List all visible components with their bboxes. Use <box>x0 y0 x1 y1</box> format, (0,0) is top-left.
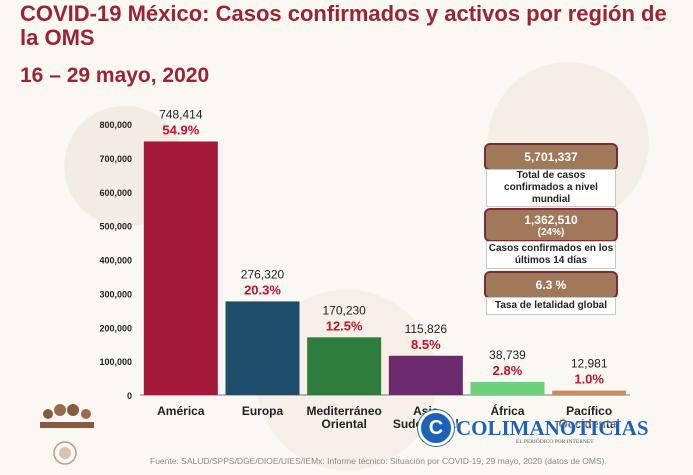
x-category-label: Mediterráneo <box>306 404 381 418</box>
watermark-name: COLIMANOTICIAS <box>456 415 649 440</box>
bar <box>552 390 627 395</box>
bar-value-label: 115,826 <box>405 322 448 336</box>
bar-percent-label: 12.5% <box>326 318 363 333</box>
eagle-seal-icon <box>53 441 77 465</box>
lethality-value: 6.3 % <box>535 278 567 292</box>
bar-value-label: 170,230 <box>322 303 366 317</box>
bar-percent-label: 20.3% <box>244 282 281 297</box>
recent-cases-label: Casos confirmados en los últimos 14 días <box>486 241 616 269</box>
government-logo-icon <box>40 404 94 428</box>
x-category-label: América <box>157 404 205 418</box>
total-cases-value: 5,701,337 <box>524 150 578 164</box>
bar <box>470 381 545 395</box>
recent-cases-box: 1,362,510 (24%) <box>484 208 618 242</box>
page-title: COVID-19 México: Casos confirmados y act… <box>20 1 667 50</box>
watermark: C COLIMANOTICIAS <box>418 410 649 446</box>
bar <box>307 337 382 395</box>
bar <box>225 301 300 395</box>
y-tick-label: 400,000 <box>99 256 132 266</box>
recent-cases-value: 1,362,510 <box>524 212 578 227</box>
x-category-label: Pacífico <box>566 404 612 418</box>
lethality-box: 6.3 % <box>484 271 618 299</box>
bar <box>388 355 463 395</box>
recent-cases-percent: (24%) <box>537 226 565 238</box>
watermark-tagline: EL PERIÓDICO POR INTERNET <box>516 439 594 445</box>
y-tick-label: 100,000 <box>99 357 132 367</box>
y-tick-label: 600,000 <box>99 188 132 198</box>
date-range: 16 – 29 mayo, 2020 <box>20 64 210 87</box>
bar-value-label: 276,320 <box>241 267 285 281</box>
bar-percent-label: 2.8% <box>493 363 523 378</box>
x-category-label: Europa <box>242 404 284 418</box>
total-cases-label: Total de casos confirmados a nivel mundi… <box>486 169 616 207</box>
bar-percent-label: 8.5% <box>411 337 441 352</box>
bar-percent-label: 1.0% <box>574 372 604 387</box>
y-tick-label: 300,000 <box>99 289 132 299</box>
bar-percent-label: 54.9% <box>162 122 199 137</box>
y-tick-label: 200,000 <box>99 323 132 333</box>
y-tick-label: 0 <box>127 391 132 401</box>
bar-value-label: 748,414 <box>159 107 203 121</box>
bar-value-label: 38,739 <box>489 348 526 362</box>
x-category-label: África <box>490 403 524 418</box>
x-category-label: Occidental <box>558 417 619 431</box>
source-note: Fuente: SALUD/SPPS/DGE/DIOE/UIES/IEMx: I… <box>150 456 607 466</box>
total-cases-box: 5,701,337 <box>484 143 618 171</box>
bar <box>143 141 218 395</box>
lethality-label: Tasa de letalidad global <box>486 297 616 315</box>
y-tick-label: 800,000 <box>99 120 132 130</box>
y-tick-label: 700,000 <box>99 154 132 164</box>
x-category-label: Oriental <box>321 417 366 431</box>
y-tick-label: 500,000 <box>99 222 132 232</box>
bar-value-label: 12,981 <box>571 357 608 371</box>
watermark-logo-icon: C <box>418 410 454 446</box>
